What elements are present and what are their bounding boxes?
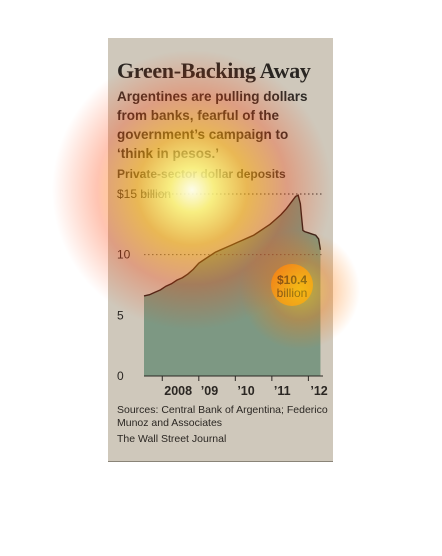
x-tick-label: ’12 — [310, 384, 327, 398]
y-tick-label: $15 billion — [117, 187, 171, 201]
publisher-credit: The Wall Street Journal — [117, 433, 227, 445]
y-tick-label: 5 — [117, 308, 124, 322]
y-tick-label: 10 — [117, 248, 131, 262]
y-tick-label: 0 — [117, 369, 124, 383]
callout-unit: billion — [277, 286, 308, 300]
source-note: Sources: Central Bank of Argentina; Fede… — [117, 404, 328, 429]
chart-title: Green-Backing Away — [117, 58, 311, 83]
x-tick-label: ’10 — [237, 384, 254, 398]
x-tick-label: 2008 — [164, 384, 192, 398]
area-chart: $15 billion 10 5 0 2008 ’09 ’10 ’11 ’12 $10.4bill… — [117, 187, 328, 398]
x-tick-label: ’11 — [274, 384, 291, 398]
chart-subtitle: Argentines are pulling dollars from bank… — [117, 89, 308, 161]
card-bottom-rule — [108, 461, 333, 462]
x-tick-label: ’09 — [201, 384, 218, 398]
series-label: Private-sector dollar deposits — [117, 167, 286, 181]
callout-value: $10.4 — [277, 273, 307, 287]
